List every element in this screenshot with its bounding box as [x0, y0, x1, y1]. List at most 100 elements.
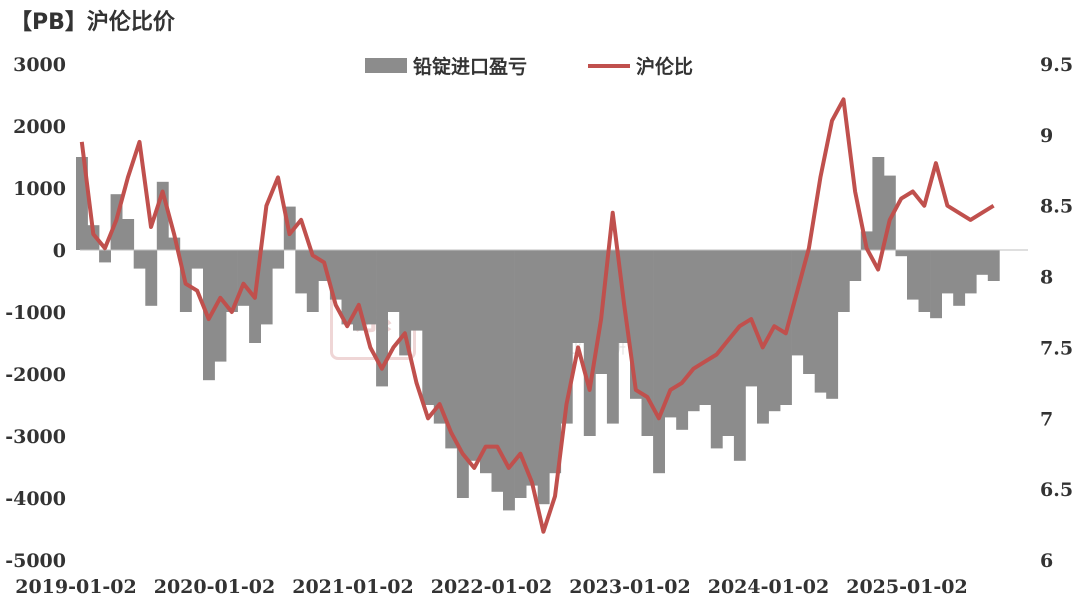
- x-tick-label: 2025-01-02: [846, 576, 968, 598]
- legend: 铅锭进口盈亏 沪伦比: [0, 52, 1080, 80]
- bar: [710, 250, 723, 449]
- bar: [537, 250, 550, 505]
- bar: [376, 250, 388, 387]
- bar: [76, 157, 88, 250]
- x-axis: 2019-01-02 2020-01-02 2021-01-02 2022-01-02…: [15, 576, 968, 598]
- bar: [699, 250, 712, 405]
- bar: [664, 250, 677, 418]
- bar: [410, 250, 423, 331]
- bar: [329, 250, 342, 300]
- right-axis: 9.5 9 8.5 8 7.5 7 6.5 6: [1040, 54, 1073, 572]
- bar: [964, 250, 977, 294]
- bar: [133, 250, 146, 269]
- right-tick-label: 8: [1040, 267, 1053, 289]
- bar: [987, 250, 1000, 281]
- right-tick-label: 9.5: [1040, 54, 1073, 76]
- legend-swatch-bar: [365, 58, 407, 73]
- bar: [941, 250, 954, 294]
- bar: [918, 250, 931, 312]
- bar: [606, 250, 619, 424]
- bar: [468, 250, 481, 461]
- bar: [145, 250, 158, 306]
- bar: [641, 250, 654, 436]
- bar: [433, 250, 446, 424]
- right-tick-label: 6: [1040, 550, 1053, 572]
- bar: [99, 250, 111, 263]
- legend-swatch-line: [588, 63, 630, 68]
- bar: [803, 250, 815, 374]
- bar: [572, 250, 585, 343]
- right-tick-label: 7: [1040, 408, 1053, 430]
- bar: [122, 219, 135, 250]
- x-tick-label: 2019-01-02: [15, 576, 137, 598]
- bar: [306, 250, 319, 312]
- left-tick-label: -4000: [5, 488, 66, 510]
- bar: [226, 250, 238, 312]
- bar: [422, 250, 435, 405]
- bar: [445, 250, 458, 449]
- bar: [583, 250, 596, 436]
- left-tick-label: 1000: [13, 178, 66, 200]
- right-tick-label: 8.5: [1040, 196, 1073, 218]
- right-tick-label: 6.5: [1040, 479, 1073, 501]
- bar: [480, 250, 492, 474]
- bar: [260, 250, 273, 325]
- bar: [191, 250, 204, 269]
- bar: [387, 250, 400, 312]
- x-tick-label: 2024-01-02: [708, 576, 830, 598]
- bar: [872, 157, 885, 250]
- left-tick-label: -1000: [5, 302, 66, 324]
- bar: [733, 250, 746, 461]
- bar: [514, 250, 527, 498]
- chart-title: 【PB】沪伦比价: [10, 10, 175, 35]
- legend-label-import-profit: 铅锭进口盈亏: [413, 56, 528, 78]
- bar: [560, 250, 573, 424]
- left-tick-label: 3000: [13, 54, 66, 76]
- bar: [837, 250, 850, 312]
- bar-series: [76, 157, 1000, 511]
- bar: [156, 181, 169, 250]
- right-tick-label: 7.5: [1040, 337, 1073, 359]
- bar: [214, 250, 227, 362]
- left-axis: 3000 2000 1000 0 -1000 -2000 -3000 -4000 -5000: [5, 54, 66, 572]
- bar: [687, 250, 700, 412]
- bar: [953, 250, 966, 306]
- x-tick-label: 2022-01-02: [431, 576, 553, 598]
- bar: [883, 175, 896, 250]
- bar: [814, 250, 827, 393]
- legend-item-import-profit: 铅锭进口盈亏: [365, 52, 527, 79]
- left-tick-label: 0: [53, 240, 66, 262]
- bar: [456, 250, 469, 498]
- bar: [272, 250, 285, 269]
- bar: [826, 250, 839, 399]
- bar: [676, 250, 689, 430]
- bar: [353, 250, 365, 331]
- bar: [87, 225, 100, 250]
- bar: [364, 250, 377, 325]
- bar: [399, 250, 412, 356]
- bar: [768, 250, 781, 412]
- bar: [341, 250, 354, 325]
- bar: [930, 250, 942, 319]
- bar: [526, 250, 538, 486]
- left-tick-label: -2000: [5, 364, 66, 386]
- bar: [491, 250, 504, 492]
- x-tick-label: 2021-01-02: [292, 576, 414, 598]
- x-tick-label: 2020-01-02: [154, 576, 276, 598]
- left-tick-label: -3000: [5, 426, 66, 448]
- bar: [976, 250, 989, 275]
- bar: [849, 250, 862, 281]
- left-tick-label: 2000: [13, 116, 66, 138]
- bar: [907, 250, 919, 300]
- bar: [295, 250, 308, 294]
- right-tick-label: 9: [1040, 125, 1053, 147]
- legend-label-ratio: 沪伦比: [636, 56, 694, 78]
- bar: [237, 250, 250, 306]
- legend-item-ratio: 沪伦比: [588, 52, 693, 79]
- bar: [630, 250, 642, 399]
- ratio-line-series: [79, 97, 995, 534]
- bar: [503, 250, 515, 511]
- x-tick-label: 2023-01-02: [569, 576, 691, 598]
- bar: [549, 250, 562, 474]
